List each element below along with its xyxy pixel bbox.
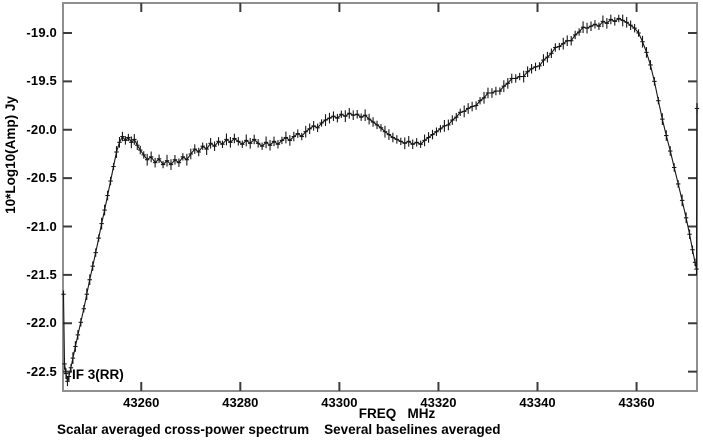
x-tick-label: 43360	[618, 395, 655, 410]
x-tick-label: 43320	[420, 395, 457, 410]
x-tick-label: 43340	[519, 395, 556, 410]
y-tick-label: -20.0	[26, 121, 57, 137]
plot-frame	[62, 2, 698, 392]
y-tick-label: -22.5	[26, 363, 57, 379]
x-tick-label: 43260	[123, 395, 160, 410]
y-tick-label: -21.0	[26, 218, 57, 234]
y-tick-label: -19.5	[26, 73, 57, 89]
x-tick-label: 43300	[321, 395, 358, 410]
y-tick-label: -22.0	[26, 315, 57, 331]
y-tick-label: -20.5	[26, 170, 57, 186]
y-tick-label: -21.5	[26, 266, 57, 282]
x-tick-label: 43280	[222, 395, 259, 410]
x-axis-title: FREQ MHz	[358, 406, 436, 421]
spectrum-line	[62, 17, 698, 382]
y-tick-label: -19.0	[26, 24, 57, 40]
y-axis-title: 10*Log10(Amp) Jy	[3, 96, 18, 214]
plot-caption: Scalar averaged cross-power spectrum Sev…	[57, 422, 501, 437]
if-annotation: IF 3(RR)	[72, 367, 124, 382]
